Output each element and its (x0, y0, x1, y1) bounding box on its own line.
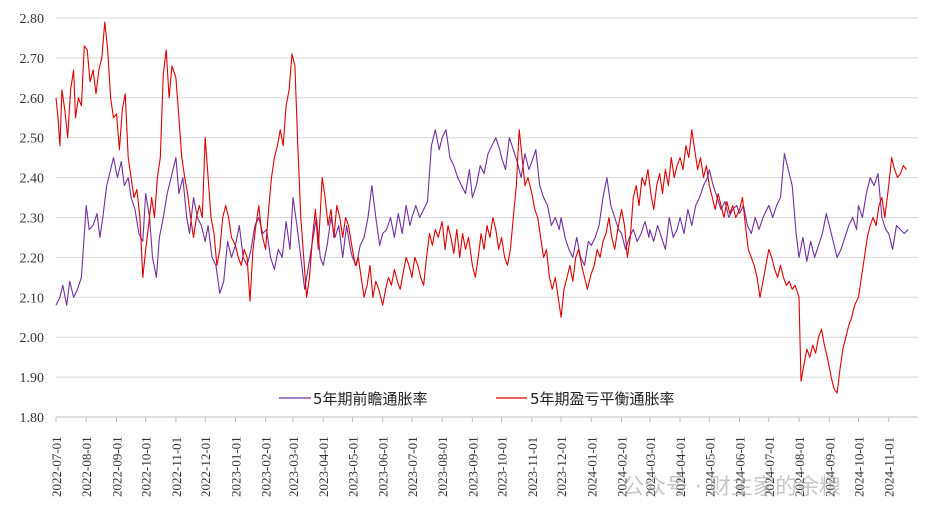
y-tick-label: 2.70 (20, 52, 45, 67)
x-tick-label: 2023-08-01 (435, 436, 450, 497)
x-tick-label: 2024-04-01 (673, 436, 688, 497)
x-axis: 2022-07-01 2022-08-01 2022-09-01 2022-10-01… (49, 416, 918, 497)
y-tick-label: 1.80 (20, 411, 45, 426)
x-tick-label: 2024-02-01 (615, 436, 630, 497)
x-tick-label: 2023-03-01 (286, 436, 301, 497)
x-tick-label: 2022-08-01 (79, 436, 94, 497)
x-tick-label: 2024-09-01 (822, 436, 837, 497)
x-tick-label: 2024-07-01 (762, 436, 777, 497)
x-tick-label: 2022-07-01 (49, 436, 64, 497)
y-tick-label: 2.10 (20, 291, 45, 306)
x-tick-label: 2023-09-01 (465, 436, 480, 497)
y-tick-label: 2.20 (20, 251, 45, 266)
x-tick-label: 2022-09-01 (109, 436, 124, 497)
x-tick-label: 2023-07-01 (405, 436, 420, 497)
x-tick-label: 2023-12-01 (554, 436, 569, 497)
x-tick-label: 2023-06-01 (376, 436, 391, 497)
x-tick-label: 2023-11-01 (525, 437, 540, 497)
x-tick-label: 2024-11-01 (882, 437, 897, 497)
series-line-1 (55, 21, 907, 394)
gridlines (56, 17, 918, 378)
x-tick-label: 2022-11-01 (169, 437, 184, 497)
legend: 5年期前瞻通胀率 5年期盈亏平衡通胀率 (279, 390, 675, 408)
y-tick-label: 2.30 (20, 212, 45, 227)
x-tick-label: 2024-10-01 (852, 436, 867, 497)
legend-label-forward-inflation: 5年期前瞻通胀率 (313, 390, 428, 408)
x-tick-label: 2023-05-01 (345, 436, 360, 497)
y-tick-label: 2.40 (20, 172, 45, 187)
x-tick-label: 2023-02-01 (259, 436, 274, 497)
y-tick-label: 2.60 (20, 92, 45, 107)
y-axis: 1.80 1.90 2.00 2.10 2.20 2.30 2.40 2.50 2.60 2.70… (20, 12, 45, 426)
series-line-0 (55, 129, 909, 306)
watermark: 公众号 · 财主家的余粮 (622, 475, 841, 500)
x-tick-label: 2022-12-01 (198, 436, 213, 497)
x-tick-label: 2023-10-01 (495, 436, 510, 497)
y-tick-label: 2.50 (20, 132, 45, 147)
x-tick-label: 2024-01-01 (584, 436, 599, 497)
y-tick-label: 2.80 (20, 12, 45, 27)
x-tick-label: 2022-10-01 (139, 436, 154, 497)
x-tick-label: 2024-06-01 (733, 436, 748, 497)
x-tick-label: 2023-01-01 (228, 436, 243, 497)
x-tick-label: 2023-04-01 (316, 436, 331, 497)
series-lines (55, 21, 909, 394)
y-tick-label: 2.00 (20, 331, 45, 346)
x-tick-label: 2024-03-01 (643, 436, 658, 497)
y-tick-label: 1.90 (20, 371, 45, 386)
x-tick-label: 2024-05-01 (702, 436, 717, 497)
x-tick-label: 2024-08-01 (792, 436, 807, 497)
legend-label-breakeven-inflation: 5年期盈亏平衡通胀率 (530, 390, 675, 408)
